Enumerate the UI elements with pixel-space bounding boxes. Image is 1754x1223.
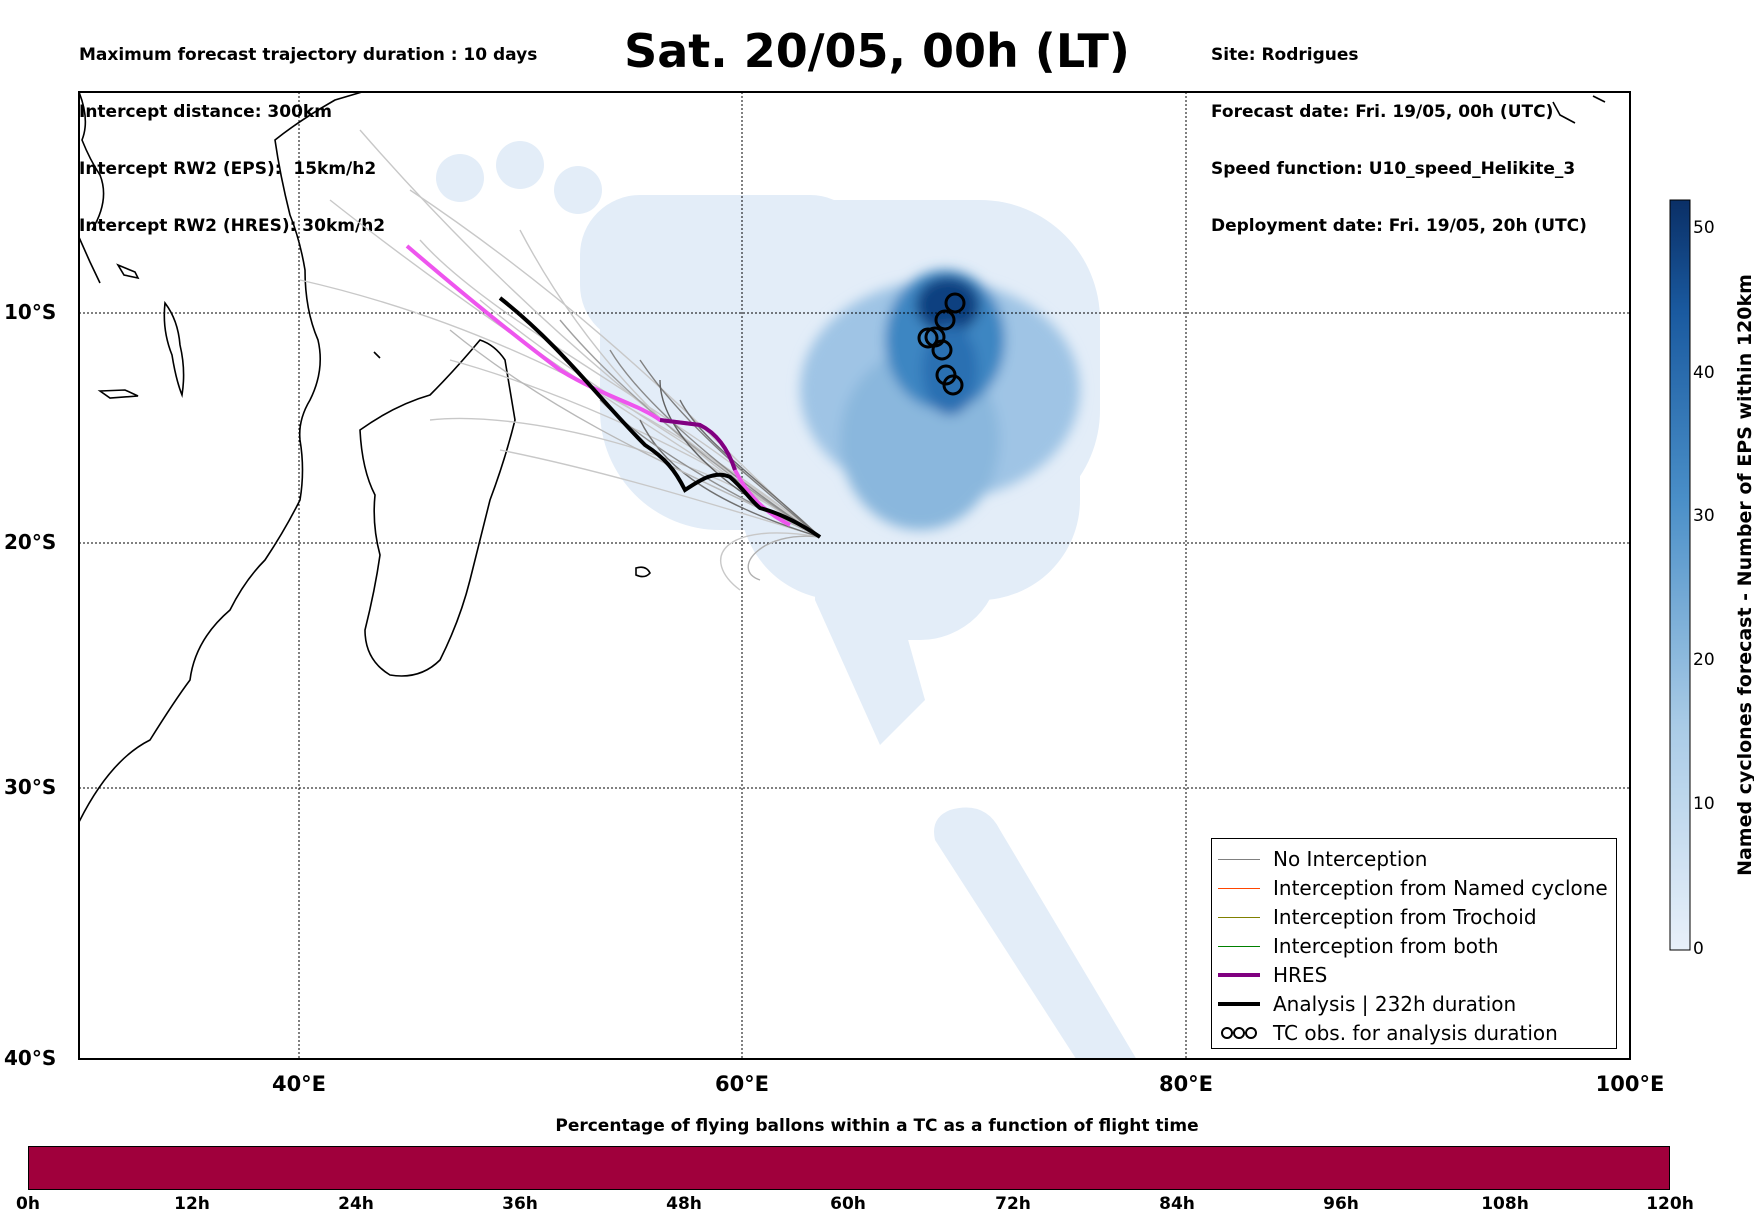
colorbar-tick: 30 bbox=[1693, 506, 1715, 526]
info-line: Maximum forecast trajectory duration : 1… bbox=[79, 45, 538, 65]
cyclone-icon bbox=[1221, 1027, 1257, 1039]
timebar-tick: 48h bbox=[666, 1194, 702, 1214]
legend-label: HRES bbox=[1273, 963, 1328, 987]
legend-swatch bbox=[1218, 973, 1260, 977]
cyclone-density-swath bbox=[436, 141, 1137, 1059]
lon-label: 60°E bbox=[714, 1072, 770, 1096]
timebar-tick: 84h bbox=[1159, 1194, 1195, 1214]
legend-swatch bbox=[1218, 917, 1260, 918]
colorbar-tick: 50 bbox=[1693, 218, 1715, 238]
info-line: Deployment date: Fri. 19/05, 20h (UTC) bbox=[1211, 216, 1587, 236]
legend-item: TC obs. for analysis duration bbox=[1212, 1019, 1616, 1047]
legend-swatch bbox=[1218, 859, 1260, 860]
tc-observation-markers bbox=[917, 292, 966, 396]
colorbar-scale bbox=[1669, 199, 1691, 951]
map-legend: No Interception Interception from Named … bbox=[1211, 838, 1617, 1049]
legend-swatch bbox=[1218, 888, 1260, 889]
legend-label: Interception from Named cyclone bbox=[1273, 876, 1608, 900]
timebar-tick: 96h bbox=[1323, 1194, 1359, 1214]
lat-label: 30°S bbox=[4, 775, 57, 799]
legend-item: Interception from Named cyclone bbox=[1212, 874, 1616, 902]
lat-label: 40°S bbox=[4, 1046, 57, 1070]
timebar-tick: 72h bbox=[995, 1194, 1031, 1214]
lon-label: 40°E bbox=[271, 1072, 327, 1096]
timebar-tick: 120h bbox=[1646, 1194, 1694, 1214]
legend-swatch bbox=[1218, 1002, 1260, 1006]
legend-item: Interception from both bbox=[1212, 932, 1616, 960]
timebar bbox=[28, 1146, 1670, 1190]
site-info: Site: Rodrigues Forecast date: Fri. 19/0… bbox=[1211, 8, 1587, 255]
legend-item: HRES bbox=[1212, 961, 1616, 989]
info-line: Site: Rodrigues bbox=[1211, 45, 1359, 65]
info-line: Intercept distance: 300km bbox=[79, 102, 332, 122]
lat-label: 20°S bbox=[4, 530, 57, 554]
legend-label: Interception from Trochoid bbox=[1273, 905, 1537, 929]
legend-item: Interception from Trochoid bbox=[1212, 903, 1616, 931]
hres-trajectory-end bbox=[659, 418, 737, 471]
hres-trajectory bbox=[405, 244, 791, 527]
legend-swatch bbox=[1218, 946, 1260, 947]
timebar-title: Percentage of flying ballons within a TC… bbox=[555, 1116, 1199, 1136]
info-line: Intercept RW2 (HRES): 30km/h2 bbox=[79, 216, 386, 236]
forecast-info: Maximum forecast trajectory duration : 1… bbox=[79, 8, 537, 255]
info-line: Forecast date: Fri. 19/05, 00h (UTC) bbox=[1211, 102, 1554, 122]
timebar-tick: 0h bbox=[16, 1194, 40, 1214]
colorbar-tick: 10 bbox=[1693, 794, 1715, 814]
timebar-tick: 36h bbox=[502, 1194, 538, 1214]
info-line: Speed function: U10_speed_Helikite_3 bbox=[1211, 159, 1576, 179]
colorbar-tick: 20 bbox=[1693, 650, 1715, 670]
timebar-tick: 24h bbox=[338, 1194, 374, 1214]
lat-label: 10°S bbox=[4, 300, 57, 324]
legend-label: TC obs. for analysis duration bbox=[1273, 1021, 1558, 1045]
map-frame bbox=[78, 91, 1631, 1060]
legend-label: No Interception bbox=[1273, 847, 1428, 871]
legend-item: No Interception bbox=[1212, 845, 1616, 873]
map-title: Sat. 20/05, 00h (LT) bbox=[624, 24, 1130, 78]
legend-label: Analysis | 232h duration bbox=[1273, 992, 1517, 1016]
analysis-trajectory bbox=[498, 296, 822, 539]
graticule bbox=[79, 92, 1630, 1059]
colorbar-tick: 40 bbox=[1693, 363, 1715, 383]
lon-label: 100°E bbox=[1595, 1072, 1665, 1096]
legend-item: Analysis | 232h duration bbox=[1212, 990, 1616, 1018]
timebar-tick: 12h bbox=[174, 1194, 210, 1214]
lon-label: 80°E bbox=[1158, 1072, 1214, 1096]
colorbar-title: Named cyclones forecast - Number of EPS … bbox=[1734, 274, 1754, 876]
coastlines bbox=[79, 92, 1606, 823]
timebar-tick: 108h bbox=[1481, 1194, 1529, 1214]
colorbar-tick: 0 bbox=[1693, 939, 1704, 959]
timebar-tick: 60h bbox=[830, 1194, 866, 1214]
legend-label: Interception from both bbox=[1273, 934, 1499, 958]
info-line: Intercept RW2 (EPS): 15km/h2 bbox=[79, 159, 377, 179]
